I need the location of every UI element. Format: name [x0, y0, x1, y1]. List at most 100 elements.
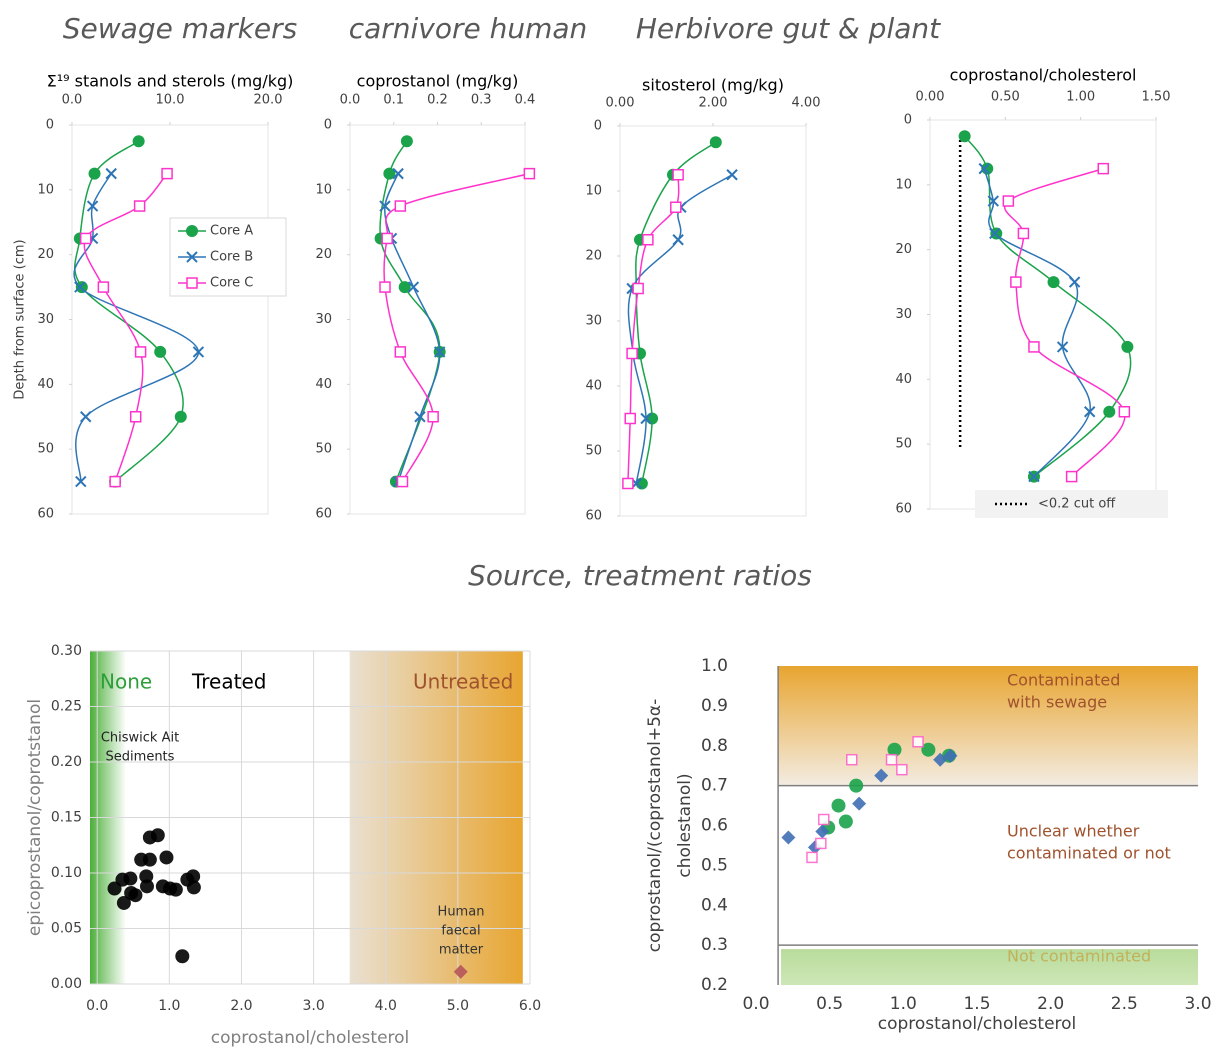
- section-heading: carnivore human: [349, 12, 588, 45]
- legend-marker: [186, 225, 198, 237]
- point: [523, 167, 536, 180]
- legend-label: Core A: [210, 224, 253, 239]
- section-heading: Sewage markers: [63, 12, 297, 45]
- point: [815, 824, 830, 839]
- y-tick-label: 0: [46, 118, 54, 133]
- point: [175, 949, 190, 964]
- y-tick-label: 60: [315, 507, 332, 522]
- point: [139, 869, 154, 884]
- series-line: [383, 172, 530, 482]
- y-tick-label: 0: [904, 113, 912, 128]
- y-tick-label: 1.0: [701, 656, 728, 676]
- legend-label: Core C: [210, 276, 253, 291]
- chart-title: coprostanol (mg/kg): [357, 72, 519, 91]
- y-axis-label: Depth from surface (cm): [13, 239, 28, 399]
- point: [1121, 340, 1134, 353]
- y-tick-label: 0.3: [701, 935, 728, 955]
- annotation: Treated: [191, 670, 266, 694]
- point: [626, 347, 638, 360]
- x-tick-label: 20.0: [254, 93, 283, 108]
- legend-label: <0.2 cut off: [1038, 497, 1116, 512]
- x-tick-label: 0.00: [606, 96, 635, 111]
- point: [86, 200, 99, 212]
- point: [381, 232, 393, 245]
- x-tick-label: 3.0: [1184, 994, 1211, 1014]
- point: [427, 411, 439, 423]
- point: [168, 882, 183, 897]
- point: [80, 411, 92, 423]
- annotation: Not contaminated: [1007, 947, 1151, 966]
- annotation: contaminated or not: [1007, 844, 1171, 863]
- point: [105, 167, 117, 180]
- y-tick-label: 30: [37, 312, 54, 327]
- x-tick-label: 0.0: [62, 93, 83, 108]
- y-tick-label: 0.2: [701, 975, 728, 995]
- y-tick-label: 50: [315, 442, 332, 457]
- y-tick-label: 10: [585, 184, 602, 199]
- point: [632, 282, 644, 295]
- band: [781, 949, 1198, 985]
- x-tick-label: 1.50: [1142, 90, 1171, 105]
- point: [398, 281, 411, 294]
- point: [672, 169, 684, 181]
- point: [161, 167, 173, 180]
- point: [383, 167, 396, 180]
- point: [1097, 162, 1110, 175]
- y-tick-label: 0.00: [51, 976, 82, 992]
- series-line: [635, 141, 717, 484]
- y-tick-label: 20: [315, 247, 332, 262]
- annotation: faecal: [441, 924, 480, 939]
- y-tick-label: 0.4: [701, 895, 728, 915]
- chart-title: coprostanol/cholesterol: [950, 66, 1137, 85]
- y-tick-label: 0: [324, 118, 332, 133]
- point: [912, 736, 924, 748]
- x-tick-label: 1.00: [1066, 90, 1095, 105]
- point: [433, 346, 446, 358]
- x-tick-label: 0.4: [515, 93, 536, 108]
- y-tick-label: 50: [37, 442, 54, 457]
- y-tick-label: 0.10: [51, 865, 82, 881]
- point: [116, 895, 131, 910]
- section-heading: Source, treatment ratios: [468, 559, 812, 592]
- x-tick-label: 10.0: [156, 93, 185, 108]
- y-tick-label: 30: [315, 312, 332, 327]
- band: [778, 666, 1198, 786]
- chart-title: Σ¹⁹ stanols and sterols (mg/kg): [47, 72, 294, 91]
- point: [142, 852, 157, 867]
- x-tick-label: 2.0: [1037, 994, 1064, 1014]
- point: [818, 813, 830, 826]
- point: [133, 200, 146, 212]
- series-line: [627, 174, 733, 484]
- y-tick-label: 30: [895, 307, 912, 322]
- y-tick-label: 60: [37, 507, 54, 522]
- point: [709, 136, 722, 149]
- point: [453, 964, 468, 979]
- point: [838, 814, 853, 829]
- point: [921, 742, 936, 757]
- y-tick-label: 20: [37, 247, 54, 262]
- point: [622, 477, 634, 490]
- annotation: Contaminated: [1007, 671, 1120, 690]
- point: [129, 411, 142, 423]
- point: [1118, 406, 1131, 418]
- point: [1028, 470, 1040, 483]
- point: [134, 346, 147, 358]
- point: [806, 851, 818, 864]
- point: [672, 234, 684, 246]
- y-tick-label: 0: [594, 119, 602, 134]
- point: [933, 752, 948, 767]
- point: [852, 796, 867, 811]
- x-tick-label: 4.00: [792, 96, 821, 111]
- point: [379, 281, 391, 293]
- annotation: None: [100, 670, 152, 694]
- series-line: [983, 168, 1091, 478]
- point: [1068, 276, 1081, 288]
- chart-title: sitosterol (mg/kg): [642, 76, 784, 95]
- point: [846, 753, 858, 766]
- series-line: [627, 174, 680, 484]
- x-tick-label: 4.0: [375, 998, 397, 1014]
- y-tick-label: 30: [585, 314, 602, 329]
- y-tick-label: 0.30: [51, 643, 82, 659]
- x-tick-label: 0.0: [340, 93, 361, 108]
